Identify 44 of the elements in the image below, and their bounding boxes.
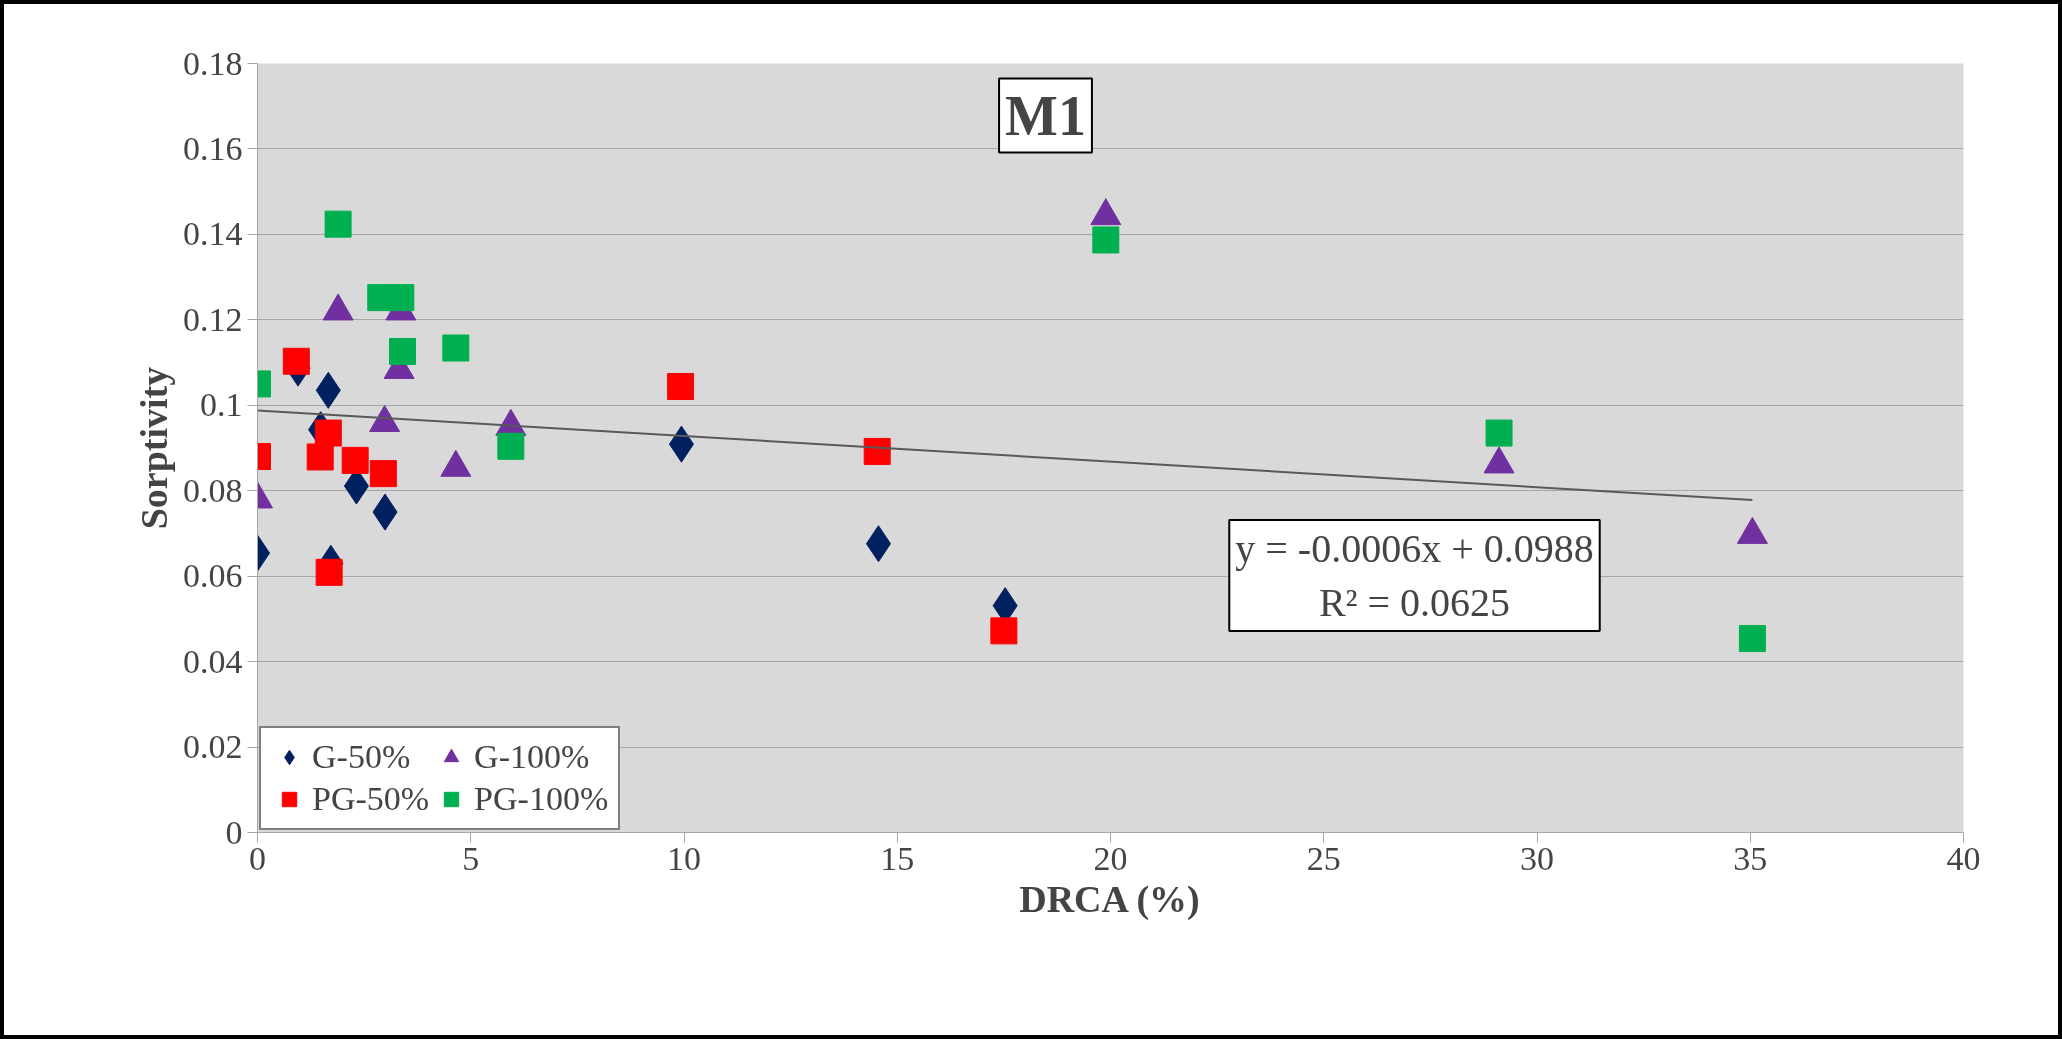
chart-title: M1	[1005, 84, 1086, 147]
y-tick-label: 0.08	[183, 471, 243, 509]
point	[1738, 625, 1766, 653]
x-tick-label: 25	[1306, 839, 1341, 877]
point	[315, 558, 343, 586]
point	[1092, 226, 1120, 254]
y-tick-label: 0.16	[183, 129, 243, 167]
y-tick-label: 0.1	[200, 386, 243, 424]
y-tick-label: 0	[225, 813, 243, 851]
x-tick-label: 30	[1520, 839, 1554, 877]
point	[497, 432, 525, 460]
point	[387, 284, 415, 312]
x-tick-label: 20	[1093, 839, 1128, 877]
point	[667, 372, 695, 400]
y-tick-label: 0.04	[183, 642, 243, 680]
x-tick-label: 5	[462, 839, 480, 877]
x-axis-title: DRCA (%)	[1019, 877, 1200, 921]
point	[306, 443, 334, 471]
point	[990, 617, 1018, 645]
annotation: y = -0.0006x + 0.0988 R² = 0.0625	[1235, 526, 1594, 625]
point	[442, 334, 470, 362]
point	[389, 337, 417, 365]
x-tick-label: 15	[880, 839, 915, 877]
point	[369, 460, 397, 488]
legend-label: PG-100%	[474, 780, 609, 818]
legend-label: G-100%	[474, 738, 590, 776]
x-tick-label: 35	[1733, 839, 1768, 877]
y-axis-title: Sorptivity	[133, 366, 175, 530]
x-tick-label: 0	[249, 839, 266, 877]
point	[282, 347, 310, 375]
point	[324, 210, 352, 238]
point	[1485, 419, 1513, 447]
y-tick-label: 0.06	[183, 557, 243, 595]
legend-label: PG-50%	[312, 780, 430, 818]
point	[863, 437, 891, 465]
y-tick-label: 0.02	[183, 728, 243, 766]
legend-label: G-50%	[312, 738, 411, 776]
y-tick-label: 0.18	[183, 44, 243, 82]
x-tick-label: 10	[667, 839, 701, 877]
y-tick-label: 0.12	[183, 300, 243, 338]
y-tick-label: 0.14	[183, 215, 243, 253]
x-tick-label: 40	[1946, 839, 1981, 877]
point	[314, 419, 342, 447]
point	[341, 446, 369, 474]
